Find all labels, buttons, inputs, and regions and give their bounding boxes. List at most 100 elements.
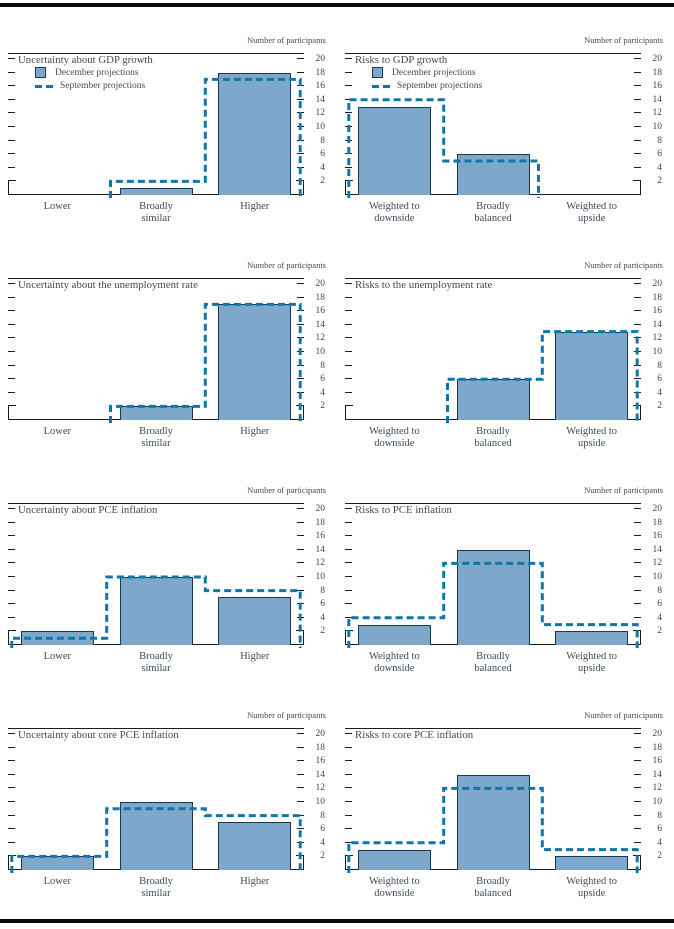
- y-tick: [297, 760, 304, 762]
- x-category-line: similar: [141, 213, 171, 225]
- legend-dash-swatch-icon: [35, 84, 53, 88]
- y-axis-label: Number of participants: [584, 260, 663, 270]
- bar-december: [20, 856, 94, 870]
- chart-title: Uncertainty about the unemployment rate: [18, 279, 198, 291]
- y-tick: [8, 733, 15, 734]
- y-tick-label: 10: [315, 122, 326, 132]
- y-tick: [634, 378, 641, 380]
- axis-top-rule: [345, 503, 641, 504]
- september-dashed-path: [10, 575, 302, 648]
- x-category-line: upside: [577, 888, 606, 900]
- y-tick: [8, 787, 15, 789]
- y-tick-label: 16: [315, 756, 326, 767]
- y-tick: [345, 58, 352, 59]
- y-tick: [8, 535, 15, 537]
- x-category-line: balanced: [474, 438, 512, 450]
- y-tick: [8, 746, 15, 748]
- y-tick-label: 6: [657, 374, 662, 385]
- y-tick: [297, 576, 304, 577]
- y-axis-label: Number of participants: [247, 260, 326, 270]
- y-tick: [8, 283, 15, 284]
- y-tick-label: 16: [652, 531, 663, 542]
- y-tick: [297, 548, 304, 550]
- y-tick: [634, 71, 641, 73]
- x-category-line: upside: [577, 663, 606, 675]
- y-tick-label: 12: [315, 108, 326, 119]
- x-category-line: Lower: [43, 651, 72, 662]
- y-tick-label: 2: [320, 401, 325, 412]
- y-tick: [634, 153, 641, 155]
- axes-frame: Risks to PCE inflation: [345, 503, 641, 648]
- y-tick: [345, 378, 352, 380]
- y-tick: [634, 603, 641, 605]
- y-tick: [345, 814, 352, 816]
- bar-december: [119, 406, 193, 420]
- legend-december: December projections: [372, 67, 476, 78]
- plot-area: Risks to GDP growth December projections S…: [345, 53, 665, 224]
- y-tick-label: 8: [657, 585, 662, 596]
- y-tick: [345, 562, 352, 564]
- y-tick-label: 16: [652, 81, 663, 92]
- x-category-line: Broadly: [139, 201, 173, 212]
- y-tick: [345, 283, 352, 284]
- axis-corner-right: [303, 856, 304, 870]
- y-tick: [345, 733, 352, 734]
- axes-frame: Uncertainty about GDP growth December pro…: [8, 53, 304, 198]
- september-dashed-path: [109, 302, 302, 423]
- y-tick: [634, 283, 641, 284]
- dash-segment: [383, 84, 390, 88]
- y-axis-label: Number of participants: [247, 710, 326, 720]
- legend-september: September projections: [35, 81, 145, 91]
- y-tick: [8, 112, 15, 114]
- y-tick: [634, 139, 641, 141]
- y-tick: [634, 801, 641, 802]
- y-tick: [345, 576, 352, 577]
- axis-corner-right: [303, 181, 304, 195]
- y-tick-label: 8: [657, 810, 662, 821]
- y-tick-label: 10: [652, 347, 663, 357]
- y-tick: [8, 589, 15, 591]
- y-tick-label: 20: [315, 279, 326, 289]
- y-tick-label: 8: [320, 135, 325, 146]
- chart-title: Uncertainty about core PCE inflation: [18, 729, 179, 741]
- x-category-line: similar: [141, 663, 171, 675]
- y-tick: [345, 746, 352, 748]
- x-category-line: Lower: [43, 201, 72, 212]
- y-tick: [8, 760, 15, 762]
- bar-december: [357, 106, 431, 195]
- y-tick: [8, 310, 15, 312]
- y-tick: [297, 828, 304, 830]
- y-tick-label: 14: [315, 319, 326, 330]
- y-tick: [634, 126, 641, 127]
- y-tick-label: 2: [320, 626, 325, 637]
- legend-december: December projections: [35, 67, 139, 78]
- y-tick: [297, 323, 304, 325]
- y-tick: [345, 337, 352, 339]
- bar-december: [555, 856, 629, 870]
- x-category-label: Lower: [2, 651, 112, 663]
- chart-panel: Number of participants Risks to the unemp…: [345, 260, 665, 460]
- x-category-label: Weighted to downside: [339, 651, 449, 676]
- bar-december: [456, 774, 530, 870]
- axis-top-rule: [345, 728, 641, 729]
- y-tick-label: 6: [320, 149, 325, 160]
- y-tick: [634, 58, 641, 59]
- x-category-label: Broadly balanced: [438, 876, 548, 901]
- y-tick: [634, 814, 641, 816]
- top-rule: [0, 3, 674, 7]
- y-tick: [8, 323, 15, 325]
- x-category-line: downside: [374, 213, 415, 225]
- axis-corner-right: [303, 406, 304, 420]
- bottom-rule: [0, 919, 674, 923]
- y-tick: [345, 787, 352, 789]
- y-tick: [634, 323, 641, 325]
- legend-december-label: December projections: [55, 67, 139, 78]
- y-tick: [297, 535, 304, 537]
- bar-december: [218, 72, 292, 195]
- y-tick-label: 2: [657, 401, 662, 412]
- y-tick: [345, 391, 352, 393]
- x-category-line: balanced: [474, 888, 512, 900]
- september-outline: [446, 330, 639, 423]
- y-tick: [345, 98, 352, 100]
